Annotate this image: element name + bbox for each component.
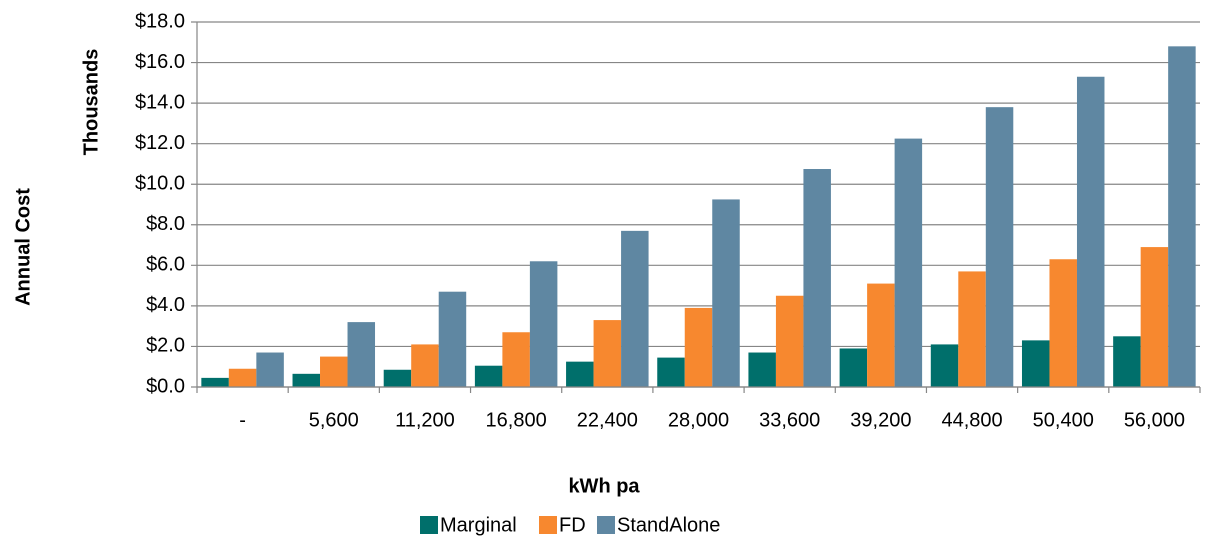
y-axis-title: Annual Cost [12,188,34,306]
bar [201,377,229,387]
bar [1076,76,1105,387]
x-tick-label: 22,400 [577,409,638,431]
bar [775,295,804,387]
x-tick-label: 11,200 [395,409,455,431]
x-axis-title: kWh pa [568,475,640,497]
legend-swatch [597,516,615,534]
x-tick-label: 39,200 [850,409,911,431]
x-tick-label: 44,800 [941,409,1002,431]
y-tick-label: $18.0 [135,10,185,32]
bar [1168,46,1196,387]
y-axis-unit: Thousands [80,49,102,156]
bar [347,322,376,387]
y-tick-label: $8.0 [146,213,185,235]
bar [320,356,348,387]
bar [228,368,257,387]
bar [438,291,467,387]
bar [839,348,868,387]
y-tick-label: $0.0 [146,375,185,397]
bar [1140,247,1169,387]
bar [894,138,923,387]
y-tick-label: $16.0 [135,51,185,73]
bar [712,199,740,387]
bar [803,169,831,387]
bar [621,230,649,387]
bar [1049,259,1077,387]
x-tick-label: 28,000 [668,409,729,431]
y-tick-label: $12.0 [135,132,185,154]
bar [593,320,622,387]
bar [474,365,503,387]
bar [985,107,1014,388]
bar [566,361,594,387]
y-tick-label: $14.0 [135,91,185,113]
legend-label: FD [559,514,586,536]
bar [1113,336,1141,387]
bar [529,261,558,387]
bar [930,344,959,387]
x-tick-label: 33,600 [759,409,820,431]
y-tick-label: $4.0 [146,294,185,316]
legend-label: Marginal [440,514,517,536]
bar [502,332,530,387]
bar [256,352,284,387]
bar [411,344,439,387]
bar [867,283,895,387]
y-tick-label: $6.0 [146,254,185,276]
legend-swatch [539,516,557,534]
x-tick-label: 56,000 [1124,409,1185,431]
x-tick-label: 50,400 [1033,409,1094,431]
bar [748,352,776,387]
legend-label: StandAlone [617,514,720,536]
bar [292,373,321,387]
bar [383,369,412,387]
x-tick-label: - [239,409,246,431]
legend-swatch [420,516,438,534]
y-tick-label: $10.0 [135,173,185,195]
y-tick-label: $2.0 [146,335,185,357]
bar [1021,340,1050,387]
bar [684,307,713,387]
bar [958,271,986,387]
bar [657,357,685,387]
x-tick-label: 16,800 [486,409,547,431]
x-tick-label: 5,600 [309,409,359,431]
